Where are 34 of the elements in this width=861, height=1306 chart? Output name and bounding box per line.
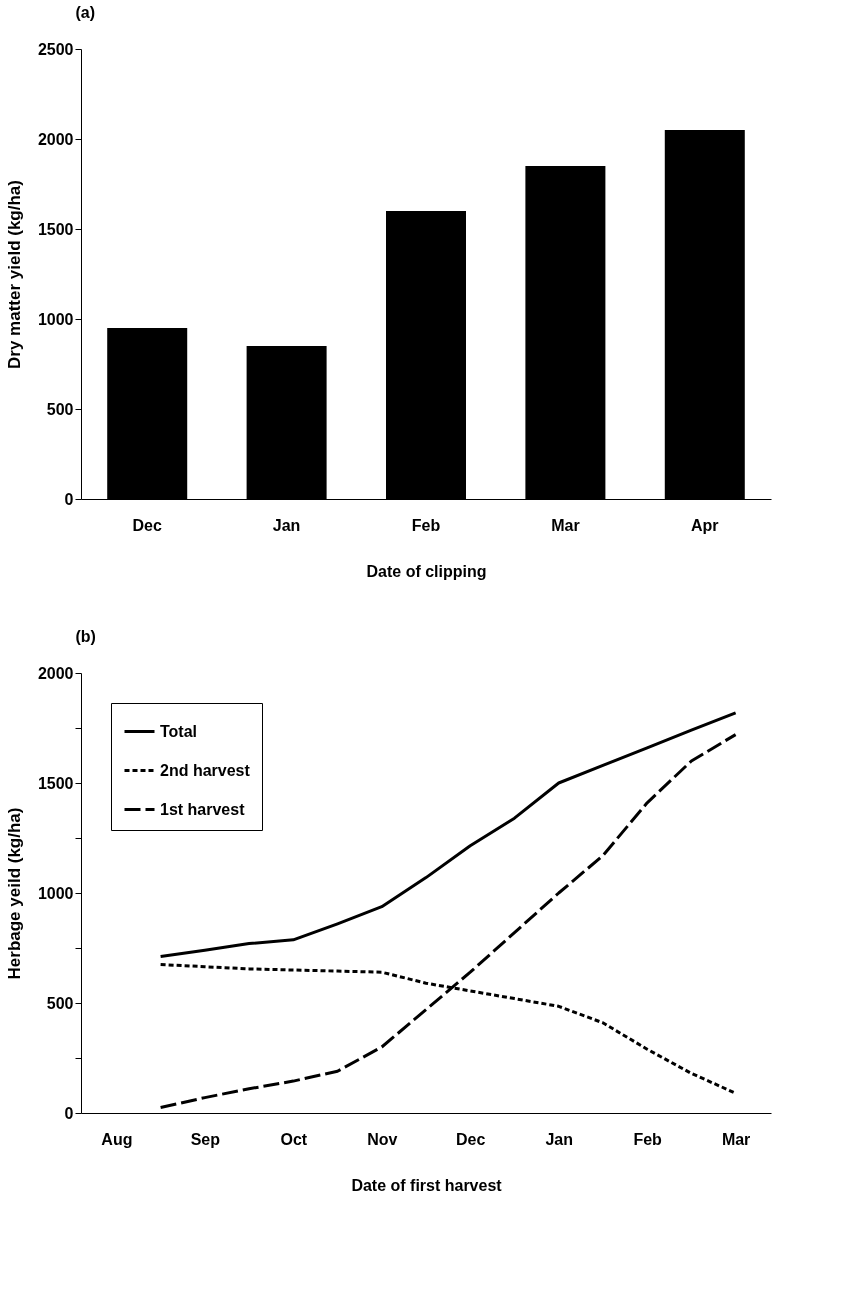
- y-tick-label: 0: [64, 1104, 74, 1122]
- x-tick-label: Apr: [691, 516, 719, 534]
- y-tick-label: 2000: [37, 664, 74, 682]
- chart-title: (a): [75, 4, 95, 21]
- x-axis-title: Date of first harvest: [351, 1176, 503, 1194]
- x-tick-label: Mar: [551, 516, 580, 534]
- x-axis-title: Date of clipping: [366, 562, 487, 580]
- y-tick-label: 500: [46, 400, 74, 418]
- legend-label: Total: [160, 722, 198, 740]
- x-tick-label: Aug: [101, 1130, 133, 1148]
- y-tick-label: 1500: [37, 220, 74, 238]
- y-tick-label: 1500: [37, 774, 74, 792]
- y-tick-label: 2000: [37, 130, 74, 148]
- y-axis-title: Dry matter yield (kg/ha): [4, 180, 24, 369]
- x-tick-label: Feb: [411, 516, 441, 534]
- x-tick-label: Nov: [367, 1130, 398, 1148]
- y-axis-title: Herbage yeild (kg/ha): [4, 807, 24, 980]
- chart-title: (b): [75, 628, 96, 645]
- y-tick-label: 0: [64, 490, 74, 508]
- y-tick-label: 1000: [37, 310, 74, 328]
- x-tick-label: Jan: [545, 1130, 573, 1148]
- legend-label: 2nd harvest: [160, 761, 251, 779]
- x-tick-label: Dec: [132, 516, 162, 534]
- x-tick-label: Oct: [280, 1130, 308, 1148]
- x-tick-label: Feb: [633, 1130, 663, 1148]
- y-tick-label: 500: [46, 994, 74, 1012]
- y-tick-label: 2500: [37, 40, 74, 58]
- x-tick-label: Jan: [272, 516, 301, 534]
- x-tick-label: Sep: [190, 1130, 221, 1148]
- x-tick-label: Dec: [456, 1130, 486, 1148]
- x-tick-label: Mar: [721, 1130, 751, 1148]
- line-series: [159, 711, 738, 959]
- y-tick-label: 1000: [37, 884, 74, 902]
- legend-label: 1st harvest: [160, 800, 246, 818]
